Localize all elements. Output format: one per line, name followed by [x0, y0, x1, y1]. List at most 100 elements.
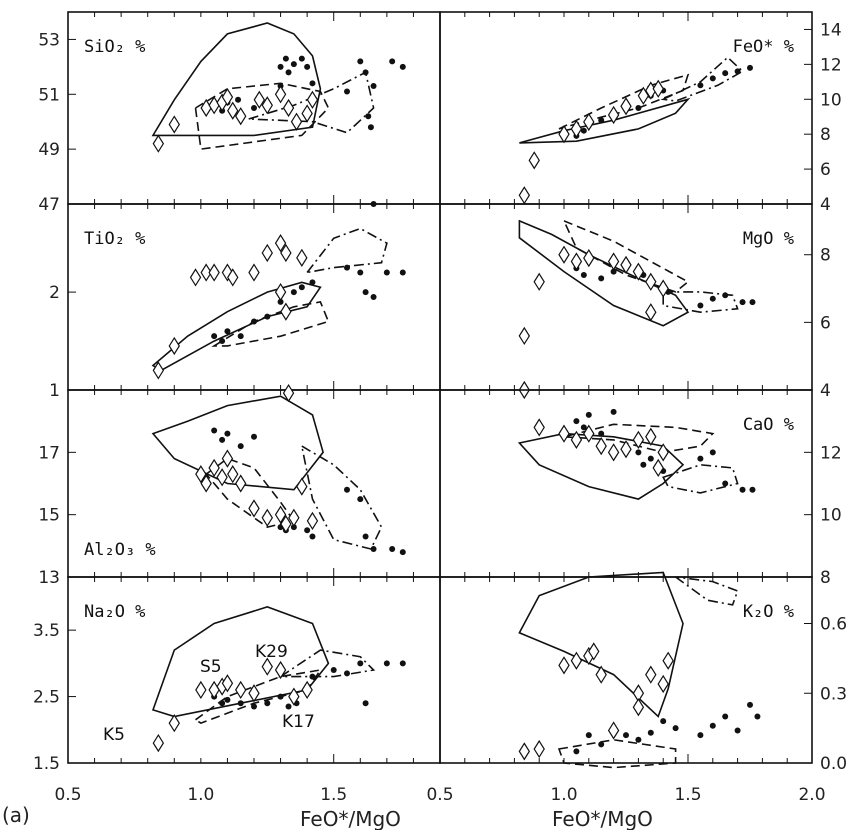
data-point-dot — [237, 333, 244, 340]
panel-K2O: 0.6 0.3 0.0 K₂O % — [439, 571, 847, 774]
data-point-dot — [610, 268, 617, 275]
data-point-diamond — [533, 418, 545, 437]
data-point-dot — [309, 533, 316, 540]
y-tick-label: 12 — [820, 443, 842, 463]
data-point-diamond — [620, 97, 632, 116]
data-point-diamond — [280, 243, 292, 263]
data-point-diamond — [280, 514, 292, 534]
data-point-diamond — [533, 272, 545, 291]
data-point-dot — [309, 279, 316, 286]
data-point-dot — [722, 70, 729, 77]
data-point-dot — [749, 299, 756, 306]
data-point-dot — [277, 693, 284, 700]
data-point-diamond — [558, 424, 570, 443]
data-point-dot — [298, 55, 305, 62]
data-point-dot — [585, 732, 592, 739]
contour-dashdot — [662, 463, 739, 494]
data-point-diamond — [261, 96, 273, 115]
data-point-diamond — [645, 427, 657, 446]
x-tick-label: 1.5 — [320, 785, 347, 805]
panel-title-FeO: FeO* % — [733, 37, 794, 57]
data-point-diamond — [248, 684, 260, 703]
data-point-diamond — [221, 87, 234, 107]
data-point-diamond — [533, 739, 545, 759]
data-point-diamond — [208, 680, 220, 700]
data-point-dot — [237, 443, 244, 450]
data-point-diamond — [248, 263, 260, 282]
x-tick-label: 1.0 — [550, 785, 577, 805]
contour-solid — [151, 606, 330, 718]
data-point-dot — [282, 55, 289, 62]
data-point-dot — [277, 63, 284, 70]
data-point-dot — [635, 105, 642, 111]
data-point-diamond — [235, 680, 247, 700]
data-point-dot — [344, 264, 350, 271]
data-point-dot — [598, 117, 605, 124]
panel-title-TiO2: TiO₂ % — [84, 229, 145, 249]
y-tick-label: 4 — [820, 381, 831, 401]
data-point-dot — [697, 82, 704, 89]
annotation-S5: S5 — [200, 657, 222, 677]
contour-dashed — [211, 300, 330, 347]
data-point-dot — [309, 673, 316, 680]
panel-TiO2: 2 1 TiO₂ % — [49, 203, 441, 401]
contour-dashdot — [660, 56, 744, 102]
data-point-dot — [304, 527, 311, 534]
data-point-diamond — [221, 263, 234, 282]
contour-solid — [151, 281, 322, 372]
data-point-dot — [573, 418, 580, 425]
data-point-diamond — [235, 474, 247, 493]
data-point-dot — [365, 113, 372, 120]
data-point-dot — [237, 700, 244, 707]
data-point-diamond — [235, 107, 247, 126]
data-point-dot — [344, 670, 350, 677]
x-tick-label: 0.5 — [54, 785, 81, 805]
contour-dashdot — [675, 576, 739, 606]
contour-dashdot — [662, 291, 739, 314]
x-axis-label-right: FeO*/MgO — [552, 807, 653, 830]
data-point-dot — [219, 338, 226, 345]
y-tick-label: 13 — [38, 568, 60, 588]
data-point-dot — [370, 545, 377, 552]
data-point-diamond — [632, 698, 645, 717]
x-tick-label: 2.0 — [798, 785, 825, 805]
data-point-dot — [635, 449, 642, 456]
data-point-dot — [580, 272, 587, 279]
data-point-dot — [399, 660, 406, 667]
contour-solid — [518, 219, 690, 327]
data-point-diamond — [227, 465, 239, 484]
data-point-diamond — [296, 248, 308, 267]
data-point-diamond — [200, 98, 212, 118]
data-point-diamond — [583, 112, 595, 132]
data-point-diamond — [632, 262, 645, 281]
data-point-dot — [290, 524, 297, 531]
data-point-dot — [211, 427, 218, 434]
data-point-dot — [344, 88, 350, 95]
data-point-dot — [598, 741, 605, 748]
panel-title-Al2O3: Al₂O₃ % — [84, 540, 156, 560]
data-point-dot — [224, 328, 231, 335]
data-point-diamond — [248, 499, 260, 518]
data-point-dot — [251, 105, 257, 111]
data-point-diamond — [558, 245, 570, 264]
panel-title-K2O: K₂O % — [743, 602, 794, 622]
data-point-dot — [219, 700, 226, 707]
data-point-diamond — [152, 134, 165, 153]
panel-CaO: 12 10 8 CaO % — [439, 389, 842, 588]
contour-dashdot — [305, 227, 388, 274]
panel-title-MgO: MgO % — [743, 229, 794, 249]
data-point-dot — [709, 449, 716, 456]
y-tick-label: 3.5 — [33, 621, 60, 641]
panel-title-Na2O: Na₂O % — [84, 602, 145, 622]
data-point-diamond — [558, 125, 570, 144]
data-point-dot — [580, 127, 587, 134]
data-point-dot — [399, 269, 406, 276]
x-axis-label-left: FeO*/MgO — [300, 807, 401, 830]
data-point-dot — [697, 302, 704, 309]
data-point-diamond — [662, 651, 674, 670]
data-point-diamond — [306, 511, 319, 531]
data-point-dot — [224, 696, 231, 703]
data-point-dot — [290, 289, 297, 296]
panel-Al2O3: 17 15 13 Al₂O₃ % — [38, 383, 441, 588]
data-point-dot — [357, 269, 364, 276]
